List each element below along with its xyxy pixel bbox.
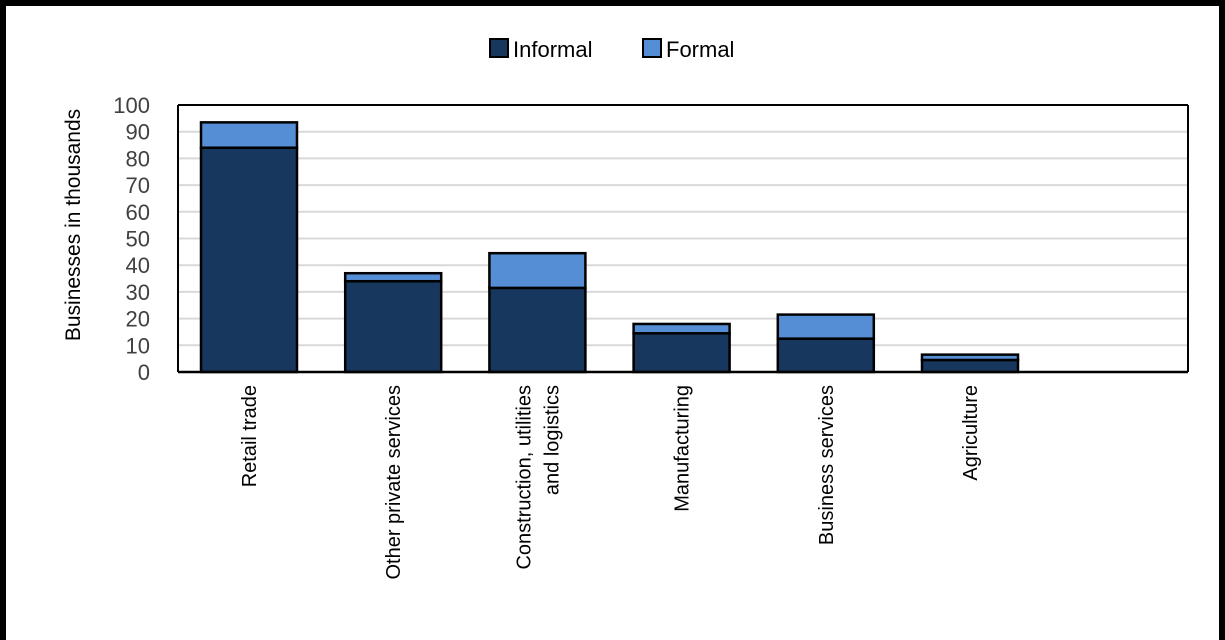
legend-label-informal: Informal <box>513 37 592 62</box>
y-tick-label: 40 <box>126 253 150 278</box>
bar-formal-1 <box>199 121 299 149</box>
bar-formal-2 <box>343 271 443 283</box>
axes <box>177 104 1189 374</box>
y-tick-label: 80 <box>126 146 150 171</box>
bar-formal-5 <box>776 313 876 340</box>
y-tick-label: 100 <box>113 93 150 118</box>
legend-swatch-formal <box>642 38 662 58</box>
y-tick-label: 60 <box>126 200 150 225</box>
x-category-label: Construction, utilities <box>513 385 535 570</box>
x-category-label: Manufacturing <box>672 385 694 512</box>
bar-informal-3 <box>488 286 587 374</box>
y-axis-label: Businesses in thousands <box>62 109 85 341</box>
y-tick-label: 20 <box>126 307 150 332</box>
y-tick-label: 90 <box>126 120 150 145</box>
y-tick-label: 70 <box>126 173 150 198</box>
x-category-label: Business services <box>816 385 838 545</box>
bar-informal-1 <box>199 146 299 374</box>
x-category-label: and logistics <box>541 385 563 495</box>
y-tick-label: 30 <box>126 280 150 305</box>
legend: Informal Formal <box>489 37 734 62</box>
bar-formal-4 <box>632 322 731 335</box>
x-axis-categories: Retail trade Other private services Constr… <box>239 385 982 580</box>
bar-informal-5 <box>776 337 876 374</box>
bar-formal-6 <box>920 353 1020 362</box>
legend-swatch-informal <box>489 38 509 58</box>
bar-informal-6 <box>920 358 1020 374</box>
x-category-label: Retail trade <box>239 385 261 487</box>
x-category-label: Agriculture <box>960 385 982 481</box>
y-tick-label: 0 <box>138 360 150 385</box>
bar-informal-4 <box>632 332 731 374</box>
y-tick-label: 50 <box>126 227 150 252</box>
x-category-label: Other private services <box>383 385 405 580</box>
bars <box>199 121 1020 374</box>
bar-informal-2 <box>343 279 443 374</box>
legend-label-formal: Formal <box>666 37 734 62</box>
y-tick-label: 10 <box>126 333 150 358</box>
bar-formal-3 <box>488 251 587 290</box>
gridlines <box>178 104 1188 347</box>
